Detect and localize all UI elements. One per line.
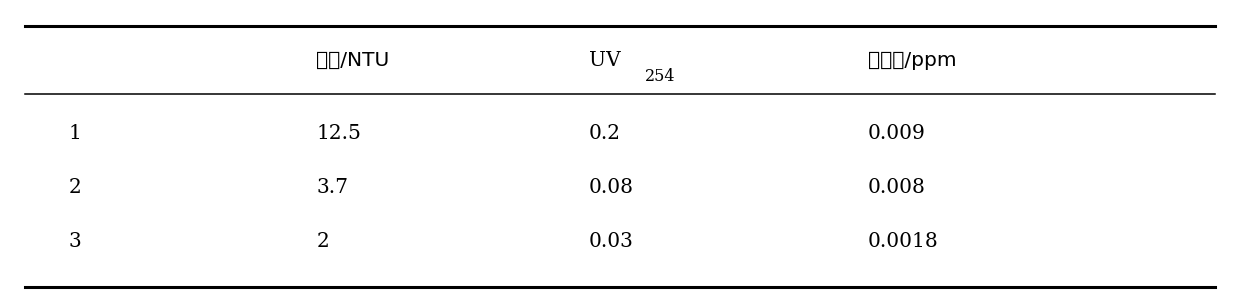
Text: 2: 2 <box>68 178 81 197</box>
Text: 0.008: 0.008 <box>868 178 926 197</box>
Text: 1: 1 <box>68 124 81 143</box>
Text: 2: 2 <box>316 232 329 251</box>
Text: 0.03: 0.03 <box>589 232 634 251</box>
Text: 浊度/NTU: 浊度/NTU <box>316 50 389 70</box>
Text: 0.08: 0.08 <box>589 178 634 197</box>
Text: 抗生素/ppm: 抗生素/ppm <box>868 50 956 70</box>
Text: 0.009: 0.009 <box>868 124 926 143</box>
Text: 12.5: 12.5 <box>316 124 361 143</box>
Text: UV: UV <box>589 50 621 70</box>
Text: 3: 3 <box>68 232 81 251</box>
Text: 3.7: 3.7 <box>316 178 348 197</box>
Text: 254: 254 <box>645 68 676 85</box>
Text: 0.0018: 0.0018 <box>868 232 939 251</box>
Text: 0.2: 0.2 <box>589 124 621 143</box>
